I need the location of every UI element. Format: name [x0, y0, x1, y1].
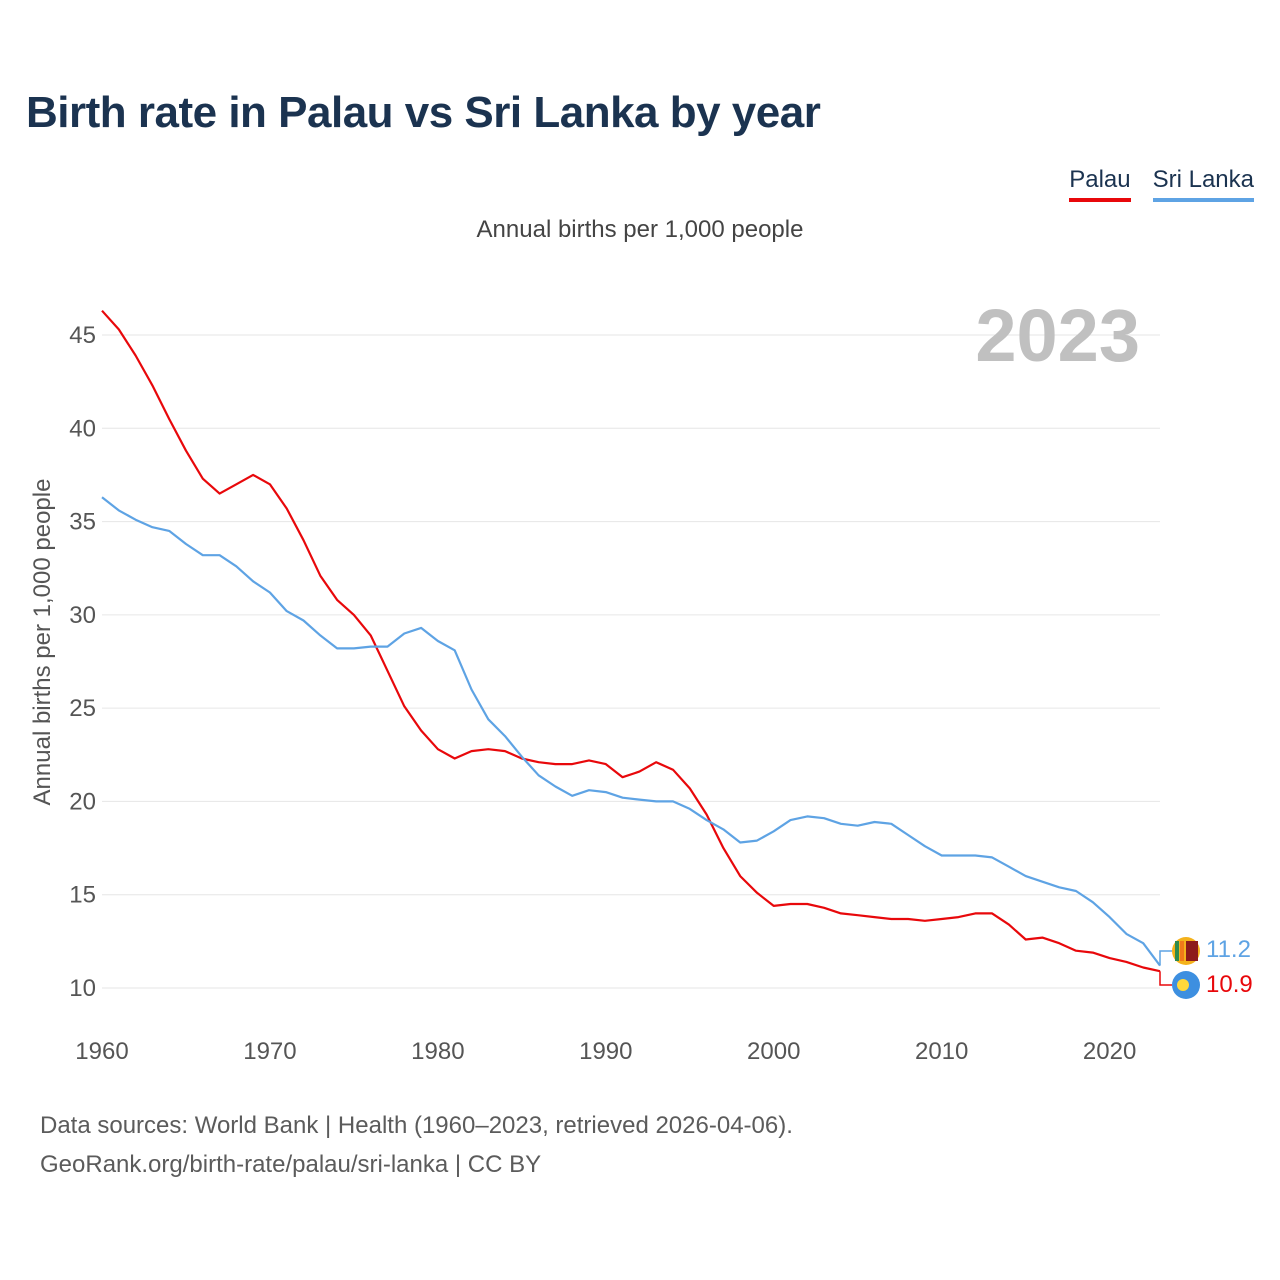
x-tick-labels: 1960 1970 1980 1990 2000 2010 2020: [75, 1038, 1136, 1065]
palau-flag-moon: [1177, 979, 1189, 991]
sri-lanka-flag-red: [1186, 941, 1198, 961]
x-tick-label-1970: 1970: [243, 1038, 296, 1065]
x-tick-label-1990: 1990: [579, 1038, 632, 1065]
y-tick-labels: 10 15 20 25 30 35 40 45: [69, 322, 96, 1002]
y-tick-label-45: 45: [69, 322, 96, 349]
series-line-sri-lanka: [101, 496, 1161, 967]
y-tick-label-25: 25: [69, 695, 96, 722]
end-markers: 10.9 11.2: [1159, 936, 1253, 999]
end-value-label-sri-lanka: 11.2: [1206, 936, 1251, 963]
x-tick-label-2020: 2020: [1083, 1038, 1136, 1065]
sri-lanka-flag-orange: [1180, 941, 1184, 961]
footer: Data sources: World Bank | Health (1960–…: [40, 1106, 793, 1184]
y-tick-label-20: 20: [69, 788, 96, 815]
legend: Palau Sri Lanka: [1069, 166, 1254, 202]
y-tick-label-40: 40: [69, 415, 96, 442]
x-tick-label-1980: 1980: [411, 1038, 464, 1065]
series-lines: [101, 309, 1161, 973]
sri-lanka-flag-green: [1175, 941, 1179, 961]
legend-item-sri-lanka[interactable]: Sri Lanka: [1152, 166, 1254, 202]
y-tick-label-10: 10: [69, 975, 96, 1002]
x-tick-label-2010: 2010: [915, 1038, 968, 1065]
end-connector-palau: [1159, 971, 1172, 986]
y-tick-label-15: 15: [69, 882, 96, 909]
series-line-palau: [101, 309, 1161, 973]
source-url-text[interactable]: GeoRank.org/birth-rate/palau/sri-lanka |…: [40, 1151, 542, 1178]
y-tick-label-35: 35: [69, 509, 96, 536]
end-value-label-palau: 10.9: [1206, 971, 1253, 998]
grid-lines: [102, 334, 1160, 989]
chart-subtitle: Annual births per 1,000 people: [476, 216, 804, 243]
legend-item-palau[interactable]: Palau: [1069, 166, 1131, 202]
x-tick-label-1960: 1960: [75, 1038, 128, 1065]
y-tick-label-30: 30: [69, 602, 96, 629]
year-watermark: 2023: [975, 294, 1140, 377]
chart-title: Birth rate in Palau vs Sri Lanka by year: [26, 88, 821, 137]
x-tick-label-2000: 2000: [747, 1038, 800, 1065]
y-axis-label: Annual births per 1,000 people: [29, 479, 56, 806]
end-connector-sri-lanka: [1159, 950, 1172, 966]
data-source-text: Data sources: World Bank | Health (1960–…: [40, 1112, 793, 1139]
